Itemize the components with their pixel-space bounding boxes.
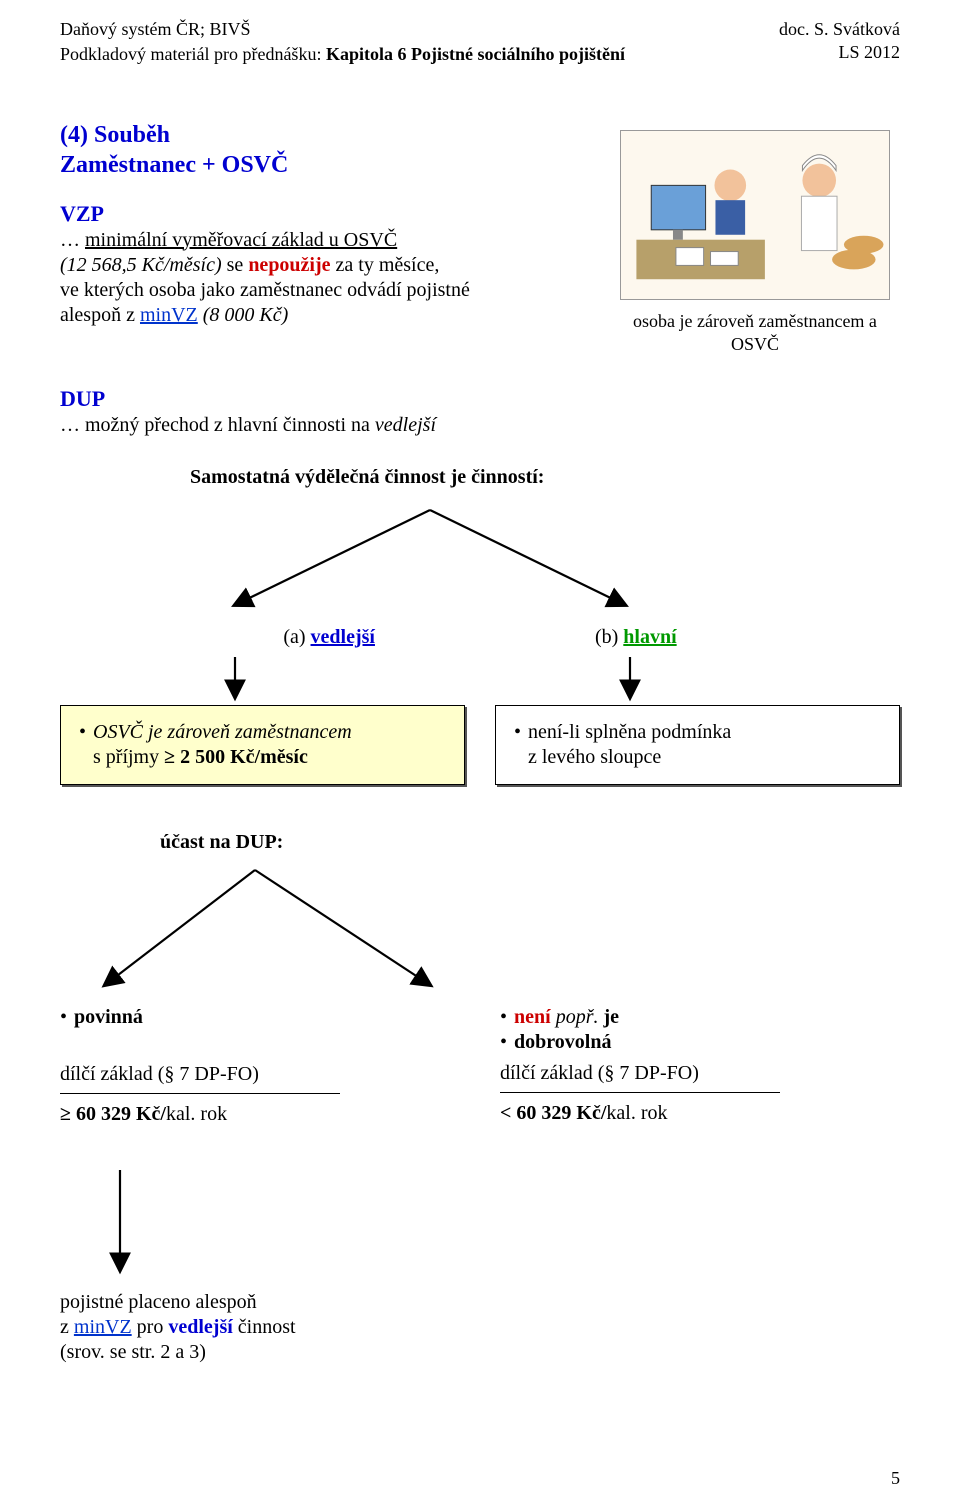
small-arrows-ab — [60, 652, 900, 702]
footer-l3: (srov. se str. 2 a 3) — [60, 1340, 510, 1365]
box-vedlejsi: •OSVČ je zároveň zaměstnancem s příjmy ≥… — [60, 705, 465, 785]
footer-text-block: pojistné placeno alespoň z minVZ pro ved… — [60, 1290, 510, 1365]
vzp-line1: … minimální vyměřovací základ u OSVČ — [60, 228, 620, 253]
page-header: Daňový systém ČR; BIVŠ Podkladový materi… — [60, 18, 900, 65]
page-number: 5 — [891, 1467, 900, 1490]
header-left-line2: Podkladový materiál pro přednášku: Kapit… — [60, 43, 625, 66]
vzp-label: VZP — [60, 200, 620, 228]
title-block: (4) Souběh Zaměstnanec + OSVČ — [60, 120, 900, 180]
header-left-line1: Daňový systém ČR; BIVŠ — [60, 18, 625, 41]
split-arrows-1 — [60, 500, 900, 620]
option-b: (b) hlavní — [595, 625, 677, 650]
split-arrows-2 — [60, 860, 900, 995]
left-rule — [60, 1093, 340, 1094]
two-columns: •povinná dílčí základ (§ 7 DP-FO) ≥ 60 3… — [60, 1005, 900, 1127]
footer-l2: z minVZ pro vedlejší činnost — [60, 1315, 510, 1340]
box-hlavni: •není-li splněna podmínka z levého sloup… — [495, 705, 900, 785]
clipart-caption: osoba je zároveň zaměstnancem a OSVČ — [610, 310, 900, 355]
header-right: doc. S. Svátková LS 2012 — [779, 18, 900, 65]
ab-row: (a) vedlejší (b) hlavní — [60, 625, 900, 650]
option-a: (a) vedlejší — [283, 625, 375, 650]
vzp-block: VZP … minimální vyměřovací základ u OSVČ… — [60, 200, 620, 328]
arrow-down-left — [60, 1165, 900, 1285]
dup-label: DUP — [60, 385, 900, 413]
header-right-line1: doc. S. Svátková — [779, 18, 900, 41]
dup-line: … možný přechod z hlavní činnosti na ved… — [60, 413, 900, 438]
vzp-line2: (12 568,5 Kč/měsíc) se nepoužije za ty m… — [60, 253, 620, 278]
title-line1: (4) Souběh — [60, 120, 900, 150]
header-left: Daňový systém ČR; BIVŠ Podkladový materi… — [60, 18, 625, 65]
vzp-line4: alespoň z minVZ (8 000 Kč) — [60, 303, 620, 328]
right-dilci: dílčí základ (§ 7 DP-FO) — [500, 1061, 900, 1086]
ucast-heading: účast na DUP: — [60, 830, 900, 855]
col-left: •povinná dílčí základ (§ 7 DP-FO) ≥ 60 3… — [60, 1005, 460, 1127]
footer-l1: pojistné placeno alespoň — [60, 1290, 510, 1315]
left-threshold: ≥ 60 329 Kč/kal. rok — [60, 1102, 460, 1127]
col-right: •není popř. je •dobrovolná dílčí základ … — [500, 1005, 900, 1127]
right-threshold: < 60 329 Kč/kal. rok — [500, 1101, 900, 1126]
samostatna-heading: Samostatná výdělečná činnost je činností… — [60, 465, 900, 490]
vzp-line3: ve kterých osoba jako zaměstnanec odvádí… — [60, 278, 620, 303]
title-line2: Zaměstnanec + OSVČ — [60, 150, 900, 180]
header-right-line2: LS 2012 — [779, 41, 900, 64]
dup-block: DUP … možný přechod z hlavní činnosti na… — [60, 385, 900, 438]
left-dilci: dílčí základ (§ 7 DP-FO) — [60, 1062, 460, 1087]
condition-boxes: •OSVČ je zároveň zaměstnancem s příjmy ≥… — [60, 705, 900, 785]
right-rule — [500, 1092, 780, 1093]
